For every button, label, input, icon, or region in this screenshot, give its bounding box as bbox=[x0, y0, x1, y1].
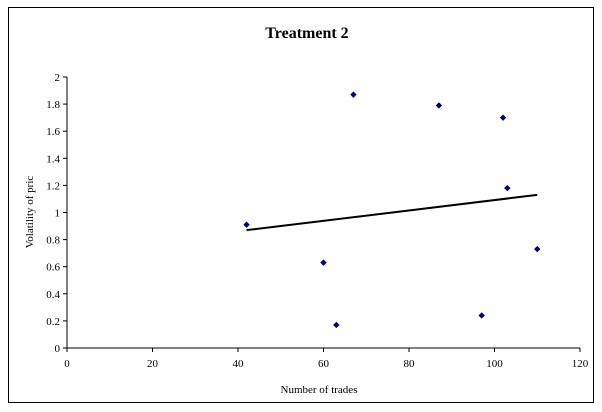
axes: 00.20.40.60.811.21.41.61.820 20 40 60 80 100 1… bbox=[46, 72, 589, 370]
x-tick-label: 0 bbox=[64, 358, 70, 370]
x-axis-label: Number of trades bbox=[281, 384, 358, 396]
y-tick-label: 0 bbox=[55, 343, 61, 355]
y-tick-label: 1.8 bbox=[46, 99, 60, 111]
points-group bbox=[243, 91, 541, 329]
x-tick-label: 80 bbox=[404, 358, 416, 370]
data-point bbox=[504, 184, 511, 192]
data-point bbox=[350, 91, 357, 98]
x-tick-label: 120 bbox=[572, 358, 589, 370]
data-point bbox=[320, 259, 327, 266]
y-tick-label: 1 bbox=[55, 208, 61, 220]
chart-frame bbox=[8, 7, 594, 403]
x-tick-label: 40 bbox=[233, 358, 245, 370]
y-tick-label: 0.4 bbox=[46, 289, 60, 301]
data-point bbox=[534, 245, 541, 253]
y-tick-label: 0.8 bbox=[46, 235, 60, 247]
x-tick-label: 20 bbox=[147, 358, 159, 370]
data-point bbox=[435, 102, 443, 109]
trendline-group bbox=[246, 193, 538, 232]
y-tick-label: 0.2 bbox=[46, 316, 60, 328]
y-tick-label: 2 bbox=[55, 72, 61, 84]
trendline bbox=[246, 193, 538, 232]
chart-title: Treatment 2 bbox=[265, 25, 348, 42]
data-point bbox=[243, 221, 250, 228]
data-point bbox=[333, 321, 340, 329]
data-point bbox=[478, 312, 485, 319]
y-tick-label: 0.6 bbox=[46, 262, 60, 274]
x-tick-label: 60 bbox=[318, 358, 330, 370]
y-tick-label: 1.4 bbox=[46, 153, 60, 165]
y-tick-label: 1.2 bbox=[46, 180, 60, 192]
x-tick-label: 100 bbox=[486, 358, 503, 370]
y-tick-label: 1.6 bbox=[46, 126, 60, 138]
y-axis-label: Volatility of pric bbox=[24, 176, 36, 249]
data-point bbox=[499, 114, 507, 121]
